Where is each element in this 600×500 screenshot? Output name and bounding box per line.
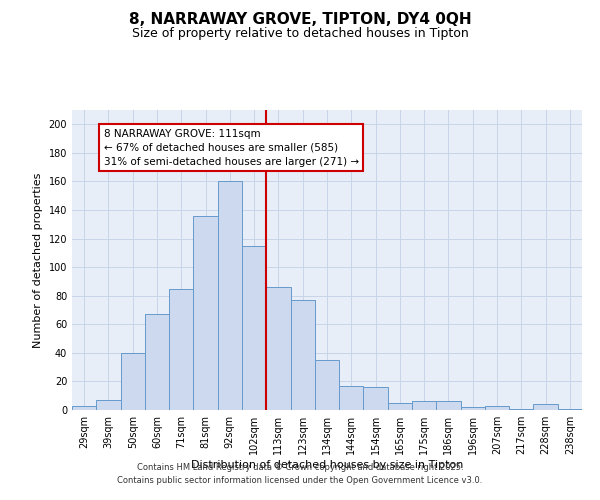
Bar <box>485 406 509 410</box>
Bar <box>509 408 533 410</box>
Text: Contains public sector information licensed under the Open Government Licence v3: Contains public sector information licen… <box>118 476 482 485</box>
Text: Contains HM Land Registry data © Crown copyright and database right 2025.: Contains HM Land Registry data © Crown c… <box>137 464 463 472</box>
Bar <box>290 300 315 410</box>
Bar <box>339 386 364 410</box>
Bar <box>218 182 242 410</box>
Text: 8, NARRAWAY GROVE, TIPTON, DY4 0QH: 8, NARRAWAY GROVE, TIPTON, DY4 0QH <box>128 12 472 28</box>
Bar <box>72 406 96 410</box>
Bar <box>96 400 121 410</box>
Bar <box>242 246 266 410</box>
Bar <box>388 403 412 410</box>
Bar <box>145 314 169 410</box>
Bar <box>169 288 193 410</box>
Bar <box>193 216 218 410</box>
Bar <box>121 353 145 410</box>
X-axis label: Distribution of detached houses by size in Tipton: Distribution of detached houses by size … <box>191 460 463 470</box>
Y-axis label: Number of detached properties: Number of detached properties <box>33 172 43 348</box>
Bar <box>364 387 388 410</box>
Bar <box>266 287 290 410</box>
Bar <box>436 402 461 410</box>
Bar <box>558 408 582 410</box>
Bar <box>412 402 436 410</box>
Bar <box>315 360 339 410</box>
Bar <box>461 407 485 410</box>
Text: 8 NARRAWAY GROVE: 111sqm
← 67% of detached houses are smaller (585)
31% of semi-: 8 NARRAWAY GROVE: 111sqm ← 67% of detach… <box>104 128 359 166</box>
Text: Size of property relative to detached houses in Tipton: Size of property relative to detached ho… <box>131 28 469 40</box>
Bar <box>533 404 558 410</box>
